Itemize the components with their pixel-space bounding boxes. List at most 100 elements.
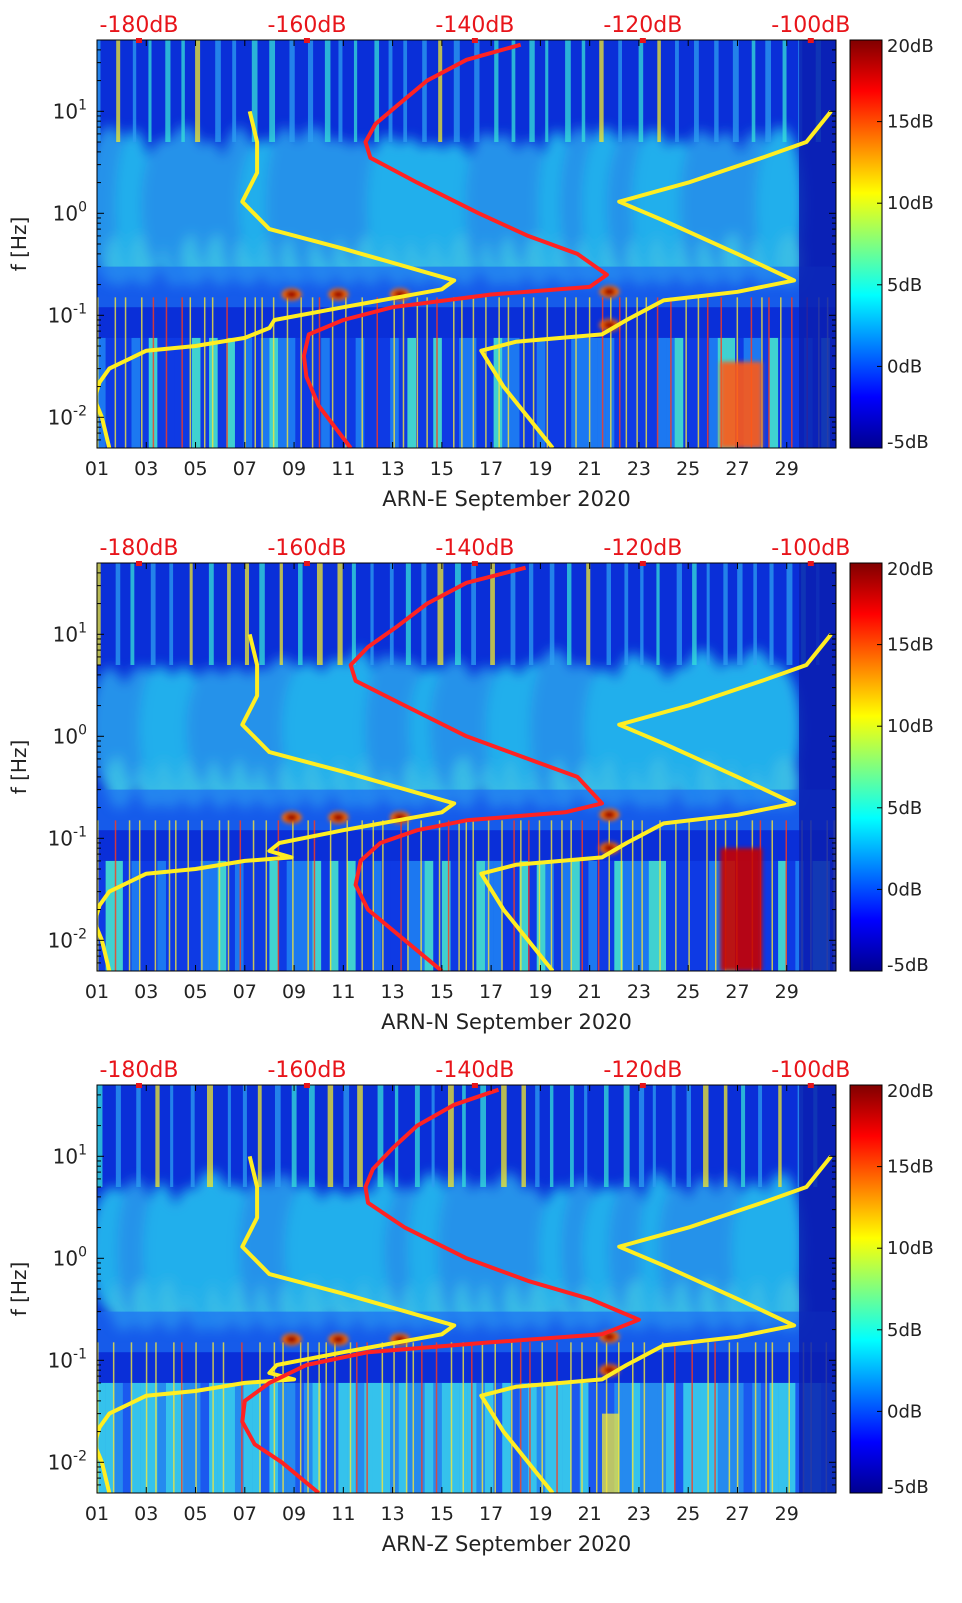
x-tick-label: 25 xyxy=(676,1503,700,1525)
colorbar-tick-label: 20dB xyxy=(887,1081,934,1102)
texture-stripe xyxy=(782,40,787,142)
texture-stripe xyxy=(753,563,757,665)
y-tick-label: 10-2 xyxy=(48,926,87,952)
texture-stripe xyxy=(474,40,480,142)
colorbar-tick-label: -5dB xyxy=(887,955,929,976)
texture-stripe xyxy=(652,1085,656,1187)
texture-stripe xyxy=(624,563,629,665)
texture-stripe xyxy=(692,563,697,665)
texture-stripe xyxy=(686,1085,691,1187)
y-tick-label: 101 xyxy=(53,97,87,123)
texture-stripe xyxy=(148,40,152,142)
texture-stripe xyxy=(535,1085,540,1187)
x-axis-label: ARN-Z September 2020 xyxy=(382,1532,632,1556)
x-tick-label: 11 xyxy=(331,458,355,480)
x-tick-label: 03 xyxy=(134,1503,158,1525)
texture-stripe xyxy=(599,40,604,142)
y-axis-label: f [Hz] xyxy=(7,740,31,795)
texture-stripe xyxy=(291,1085,297,1187)
colorbar-tick-label: 15dB xyxy=(887,1157,934,1178)
top-db-tick-label: -140dB xyxy=(435,1058,514,1083)
texture-stripe xyxy=(570,1085,574,1187)
x-tick-label: 13 xyxy=(381,1503,405,1525)
x-tick-label: 27 xyxy=(725,981,749,1003)
colorbar-tick-label: 10dB xyxy=(887,716,934,737)
top-db-tick-label: -140dB xyxy=(435,13,514,38)
texture-stripe xyxy=(732,40,739,142)
texture-stripe xyxy=(165,40,171,142)
colorbar-tick-label: -5dB xyxy=(887,1477,929,1498)
texture-stripe xyxy=(586,563,591,665)
x-tick-label: 05 xyxy=(183,981,207,1003)
texture-stripe xyxy=(155,1085,160,1187)
colorbar-tick-label: 0dB xyxy=(887,879,922,900)
colorbar-tick-label: 0dB xyxy=(887,356,922,377)
texture-stripe xyxy=(388,40,393,142)
texture-stripe xyxy=(676,563,682,665)
series-curve-2 xyxy=(348,565,604,971)
series-curve-2 xyxy=(240,1087,641,1493)
texture-stripe xyxy=(403,40,408,142)
texture-stripe xyxy=(251,40,258,142)
texture-stripe xyxy=(706,563,710,665)
x-tick-label: 11 xyxy=(331,1503,355,1525)
texture-stripe xyxy=(703,1085,709,1187)
texture-stripe xyxy=(298,563,303,665)
texture-stripe xyxy=(471,563,476,665)
x-tick-label: 05 xyxy=(183,458,207,480)
texture-stripe xyxy=(511,40,516,142)
x-tick-label: 23 xyxy=(627,981,651,1003)
texture-stripe xyxy=(338,40,343,142)
texture-stripe xyxy=(150,563,156,665)
texture-stripe xyxy=(437,563,444,665)
top-db-tick-label: -120dB xyxy=(603,536,682,561)
texture-stripe xyxy=(603,1085,609,1187)
texture-stripe xyxy=(115,1085,121,1187)
colorbar-tick-label: 20dB xyxy=(887,559,934,580)
x-tick-label: 19 xyxy=(528,1503,552,1525)
spectrogram-image xyxy=(97,563,836,971)
texture-stripe xyxy=(389,563,394,665)
texture-stripe xyxy=(97,1085,103,1187)
texture-stripe xyxy=(181,40,185,142)
y-tick-label: 100 xyxy=(53,1244,87,1270)
colorbar-tick-label: -5dB xyxy=(887,432,929,453)
texture-stripe xyxy=(414,1085,420,1187)
texture-stripe xyxy=(421,563,427,665)
top-db-tick-label: -180dB xyxy=(99,536,178,561)
texture-stripe xyxy=(257,1085,262,1187)
colorbar-tick-label: 10dB xyxy=(887,193,934,214)
texture-stripe xyxy=(494,40,499,142)
series-curve-2 xyxy=(301,42,609,448)
x-tick-label: 03 xyxy=(134,981,158,1003)
panel-3: 01 03 05 07 09 11 13 15 17 19 21 23 25 27 29 10-2 10-1 10… xyxy=(7,1058,934,1556)
texture-stripe xyxy=(377,1085,384,1187)
texture-stripe xyxy=(215,40,221,142)
texture-stripe xyxy=(640,563,644,665)
texture-stripe xyxy=(190,1085,195,1187)
texture-stripe xyxy=(422,40,427,142)
texture-stripe xyxy=(567,563,572,665)
texture-stripe xyxy=(723,563,728,665)
texture-stripe xyxy=(307,40,314,142)
x-tick-label: 01 xyxy=(85,981,109,1003)
texture-stripe xyxy=(723,1085,728,1187)
panel-1: 01 03 05 07 09 11 13 15 17 19 21 23 25 27 29 10-2 10-1 10… xyxy=(7,13,934,511)
texture-stripe xyxy=(316,563,323,665)
x-tick-label: 09 xyxy=(282,981,306,1003)
texture-stripe xyxy=(769,563,774,665)
colorbar-tick-label: 5dB xyxy=(887,798,922,819)
x-tick-label: 13 xyxy=(381,981,405,1003)
texture-stripe xyxy=(189,563,193,665)
colorbar: 20dB 15dB 10dB 5dB 0dB -5dB xyxy=(849,559,934,976)
texture-stripe xyxy=(786,563,793,665)
series-curve-3 xyxy=(479,110,833,448)
texture-stripe xyxy=(671,1085,676,1187)
x-tick-label: 01 xyxy=(85,1503,109,1525)
texture-stripe xyxy=(549,563,555,665)
x-tick-label: 29 xyxy=(775,458,799,480)
texture-stripe xyxy=(353,40,358,142)
x-tick-label: 19 xyxy=(528,981,552,1003)
y-axis-label: f [Hz] xyxy=(7,1262,31,1317)
